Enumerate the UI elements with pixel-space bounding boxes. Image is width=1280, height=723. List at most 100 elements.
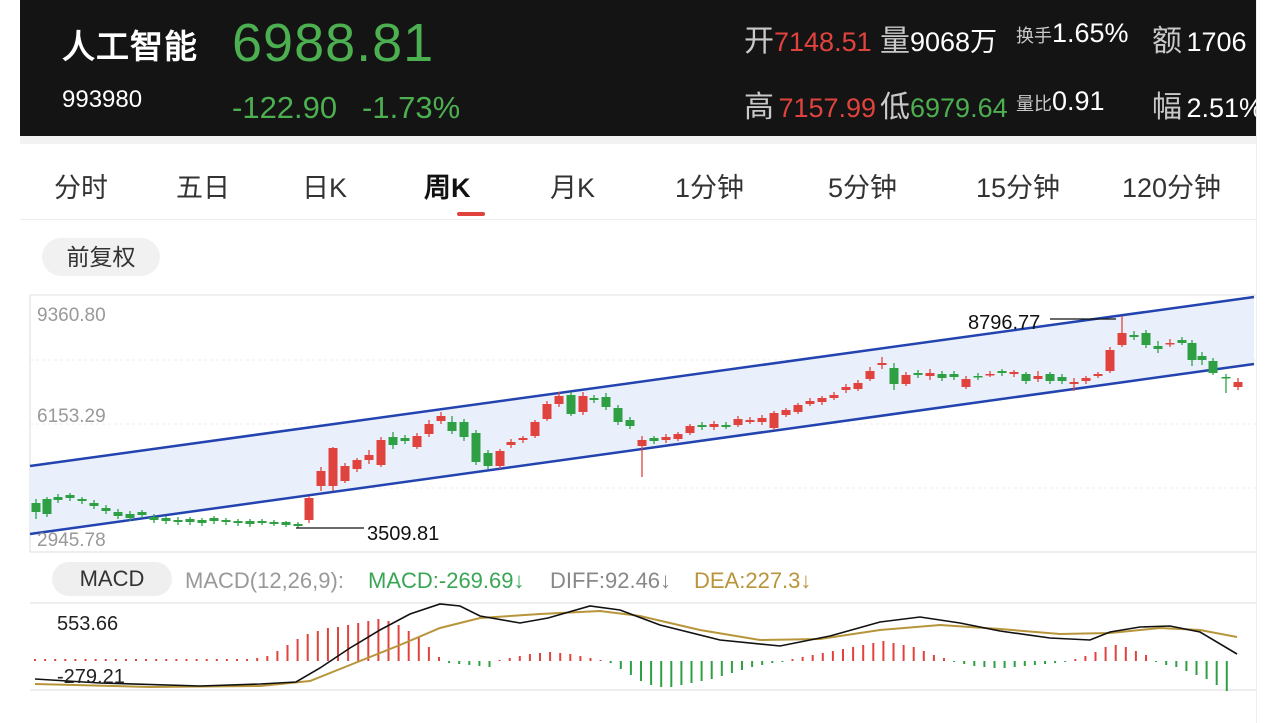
tab-monthly-k[interactable]: 月K: [550, 173, 596, 203]
candle-body: [757, 418, 767, 422]
candle-body: [769, 413, 779, 428]
tab-weekly-k[interactable]: 周K: [424, 173, 471, 203]
last-price: 6988.81: [232, 13, 435, 73]
candle-body: [376, 440, 386, 465]
candle-body: [745, 420, 755, 422]
stat-amount-label: 额: [1152, 25, 1182, 58]
diff-line: [34, 603, 1238, 687]
tab-intraday[interactable]: 分时: [54, 173, 108, 203]
candle-body: [913, 373, 923, 375]
candle-body: [436, 416, 446, 421]
candle-body: [805, 401, 815, 404]
candle-body: [53, 497, 63, 500]
candle-body: [1069, 382, 1079, 384]
candle-body: [137, 512, 147, 515]
candle-body: [685, 426, 695, 433]
candle-body: [853, 383, 863, 389]
quote-header: 人工智能 993980 6988.81 -122.90 -1.73% 开7148…: [20, 0, 1256, 136]
stat-amplitude-label: 幅: [1152, 91, 1182, 124]
candle-body: [1197, 356, 1207, 360]
candle-body: [304, 498, 314, 520]
candle-body: [31, 503, 41, 512]
candle-body: [197, 520, 207, 523]
candle-body: [949, 374, 959, 377]
candle-body: [542, 404, 552, 419]
candle-body: [471, 433, 481, 462]
stat-high-label: 高: [744, 91, 774, 124]
stat-low: 低6979.64: [880, 82, 1008, 126]
tab-120-minute[interactable]: 120分钟: [1122, 173, 1222, 203]
candle-body: [566, 395, 576, 414]
stat-open-value: 7148.51: [774, 27, 872, 57]
candle-body: [697, 425, 707, 427]
candle-body: [173, 520, 183, 522]
candle-body: [424, 424, 434, 434]
candle-body: [829, 395, 839, 398]
candle-body: [1045, 374, 1055, 381]
candle-body: [865, 371, 875, 379]
stat-turnover-label: 换手: [1016, 26, 1052, 46]
candle-body: [1221, 377, 1231, 379]
candle-body: [257, 521, 267, 523]
stat-volume-value: 9068万: [910, 27, 998, 57]
stat-low-value: 6979.64: [910, 93, 1008, 123]
macd-value: MACD:-269.69↓: [368, 568, 525, 593]
candle-body: [400, 438, 410, 441]
candle-body: [841, 387, 851, 390]
candle-body: [530, 422, 540, 436]
trend-channel-upper-line: [29, 295, 1255, 468]
tab-daily-k[interactable]: 日K: [302, 173, 348, 203]
stat-open: 开7148.51: [744, 16, 872, 60]
candle-body: [781, 410, 791, 415]
macd-indicator-bar: MACD MACD(12,26,9): MACD:-269.69↓ DIFF:9…: [30, 560, 1256, 600]
candle-body: [1105, 350, 1115, 371]
candle-body: [483, 453, 493, 466]
indicator-select-button[interactable]: MACD: [52, 562, 172, 596]
candle-body: [447, 422, 457, 431]
stat-volume-label: 量: [880, 25, 910, 58]
candle-body: [1153, 346, 1163, 349]
candle-body: [459, 422, 469, 437]
tab-five-day[interactable]: 五日: [176, 173, 230, 203]
candle-body: [1208, 361, 1218, 373]
candle-body: [1129, 335, 1139, 337]
candle-body: [352, 460, 362, 469]
candle-body: [269, 522, 279, 524]
tab-15-minute[interactable]: 15分钟: [976, 173, 1061, 203]
period-tabs: 分时 五日 日K 周K 月K 1分钟 5分钟 15分钟 120分钟 ⌄: [20, 136, 1275, 220]
adjust-mode-button[interactable]: 前复权: [42, 238, 160, 276]
candle-body: [340, 466, 350, 481]
stat-volume: 量9068万: [880, 16, 997, 60]
candle-body: [518, 438, 528, 440]
candle-body: [793, 405, 803, 412]
candle-body: [973, 376, 983, 378]
stat-amount: 额 1706: [1152, 16, 1247, 60]
candle-body: [554, 396, 564, 404]
candle-body: [245, 521, 255, 524]
candle-body: [733, 419, 743, 425]
candle-body: [961, 379, 971, 387]
tab-5-minute[interactable]: 5分钟: [828, 173, 898, 203]
candle-body: [578, 396, 588, 412]
candle-body: [364, 455, 374, 460]
candle-body: [495, 451, 505, 466]
candle-body: [1081, 378, 1091, 381]
trend-channel-fill: [30, 297, 1254, 534]
candle-body: [89, 503, 99, 506]
candle-body: [42, 499, 52, 514]
high-marker-label: 8796.77: [968, 312, 1040, 334]
candle-body: [1057, 377, 1067, 381]
candle-body: [817, 398, 827, 402]
stat-volume-ratio: 量比0.91: [1016, 86, 1105, 117]
stat-amount-value: 1706: [1186, 27, 1247, 57]
candle-body: [209, 518, 219, 521]
tab-1-minute[interactable]: 1分钟: [675, 173, 745, 203]
candle-body: [889, 368, 899, 384]
candle-body: [589, 398, 599, 400]
candle-body: [293, 524, 303, 526]
candle-body: [1233, 382, 1243, 387]
candle-body: [149, 517, 159, 520]
candle-body: [185, 519, 195, 522]
